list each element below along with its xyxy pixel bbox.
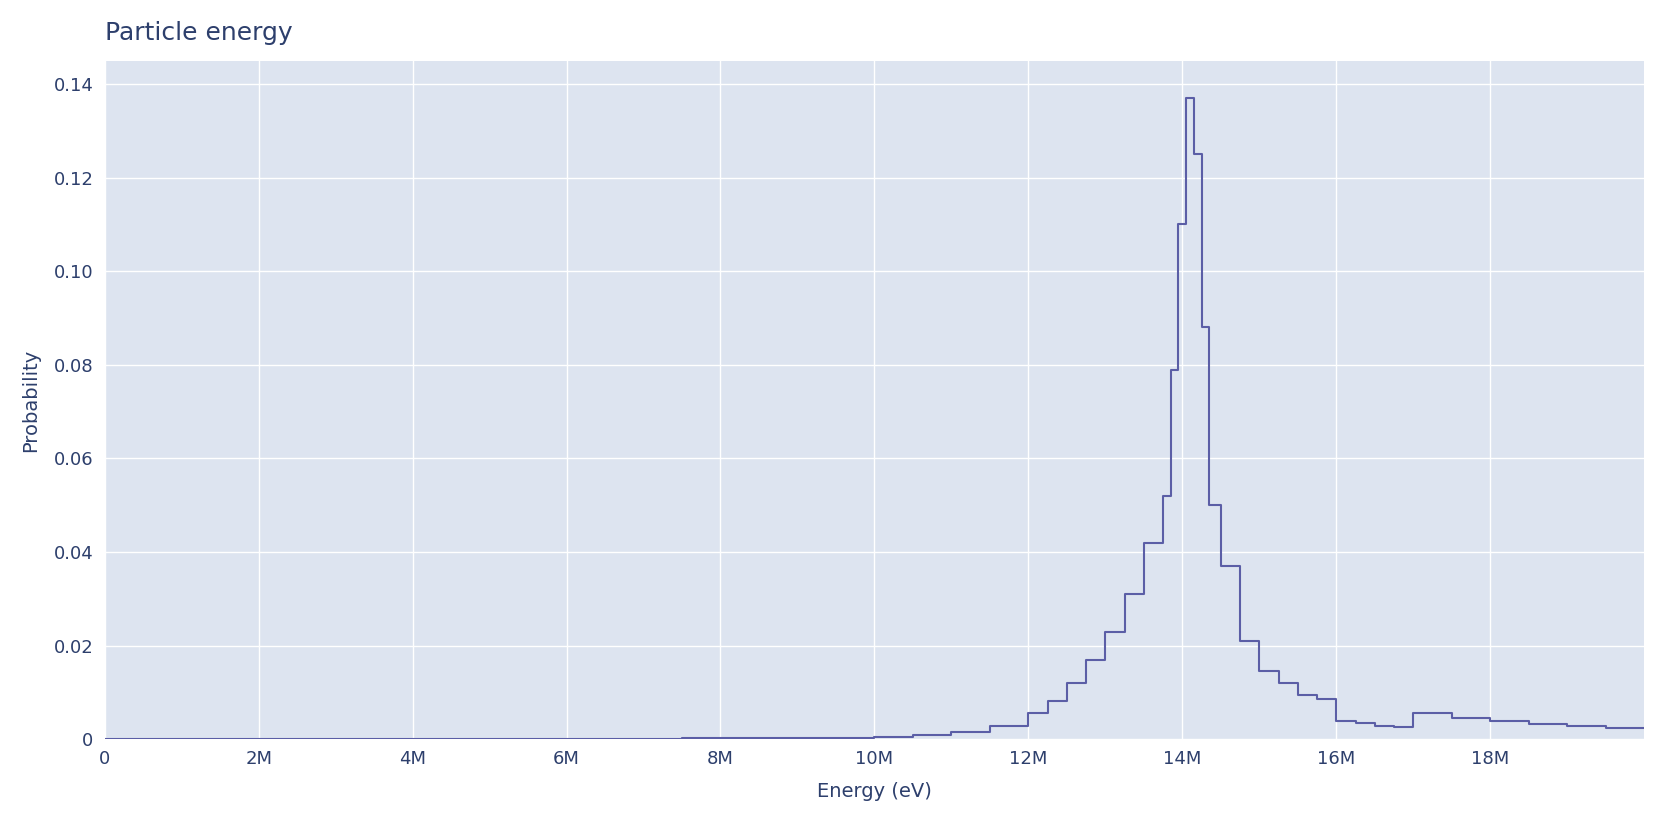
- X-axis label: Energy (eV): Energy (eV): [817, 783, 932, 801]
- Y-axis label: Probability: Probability: [22, 349, 40, 451]
- Text: Particle energy: Particle energy: [105, 21, 293, 45]
